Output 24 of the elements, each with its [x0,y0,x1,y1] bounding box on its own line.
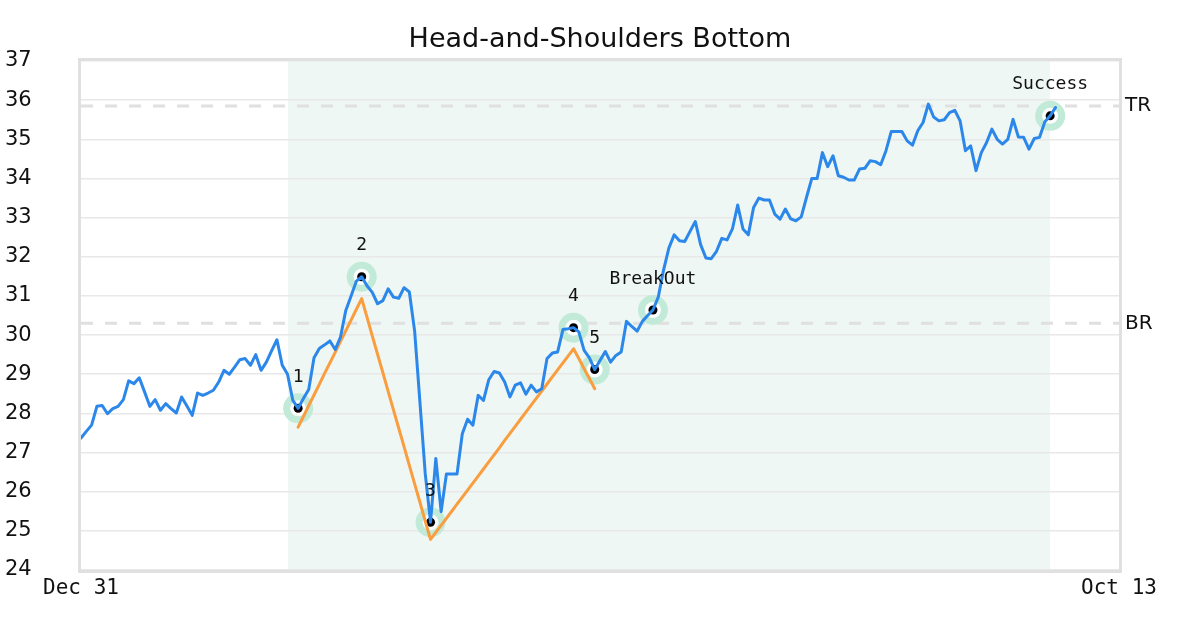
y-tick-label: 29 [5,360,32,385]
y-tick-label: 27 [5,438,32,463]
annotation: 4 [568,284,579,306]
y-tick-label: 35 [5,125,32,150]
x-tick-label: Oct 13 [1081,575,1157,600]
annotation: Success [1012,72,1089,94]
y-tick-label: 34 [5,164,32,189]
annotation: 1 [292,364,304,386]
y-tick-label: 31 [5,282,32,307]
y-tick-label: 28 [5,399,32,424]
y-tick-label: 37 [5,47,32,72]
y-tick-label: 24 [5,556,32,581]
y-tick-label: 33 [5,204,32,229]
y-tick-label: 26 [5,478,32,503]
ref-line-label: TR [1124,92,1152,117]
y-tick-label: 25 [5,517,32,542]
y-tick-label: 36 [5,86,32,111]
ref-line-label: BR [1125,309,1153,334]
y-tick-label: 30 [5,321,32,346]
x-tick-label: Dec 31 [43,575,119,600]
annotation: 2 [356,233,368,255]
y-tick-label: 32 [5,243,32,268]
annotation: 5 [589,326,601,348]
chart-title: Head-and-Shoulders Bottom [408,22,792,54]
